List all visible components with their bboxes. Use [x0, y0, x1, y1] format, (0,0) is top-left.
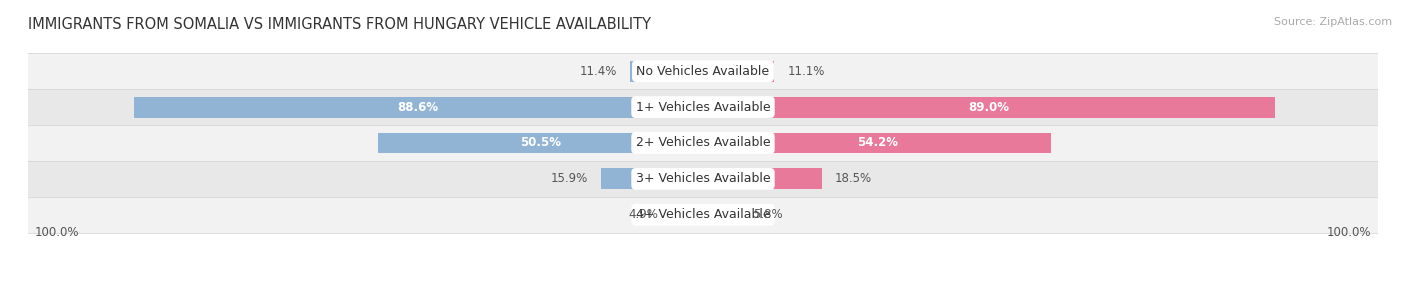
- Bar: [672, 204, 703, 225]
- Bar: [703, 97, 1275, 118]
- Bar: [134, 97, 703, 118]
- Text: 88.6%: 88.6%: [398, 101, 439, 114]
- Text: 11.1%: 11.1%: [787, 65, 824, 78]
- FancyBboxPatch shape: [15, 125, 1391, 161]
- Text: 1+ Vehicles Available: 1+ Vehicles Available: [636, 101, 770, 114]
- Text: 5.8%: 5.8%: [754, 208, 783, 221]
- Text: 50.5%: 50.5%: [520, 136, 561, 150]
- Text: 100.0%: 100.0%: [35, 225, 79, 239]
- Text: 89.0%: 89.0%: [969, 101, 1010, 114]
- FancyBboxPatch shape: [15, 89, 1391, 125]
- Bar: [630, 61, 703, 82]
- Text: 54.2%: 54.2%: [856, 136, 897, 150]
- Bar: [703, 204, 741, 225]
- Bar: [703, 168, 823, 189]
- Bar: [600, 168, 703, 189]
- Text: Source: ZipAtlas.com: Source: ZipAtlas.com: [1274, 17, 1392, 27]
- Text: 15.9%: 15.9%: [551, 172, 588, 185]
- Text: 4.9%: 4.9%: [628, 208, 658, 221]
- Text: No Vehicles Available: No Vehicles Available: [637, 65, 769, 78]
- Text: 2+ Vehicles Available: 2+ Vehicles Available: [636, 136, 770, 150]
- Text: IMMIGRANTS FROM SOMALIA VS IMMIGRANTS FROM HUNGARY VEHICLE AVAILABILITY: IMMIGRANTS FROM SOMALIA VS IMMIGRANTS FR…: [28, 17, 651, 32]
- Text: 100.0%: 100.0%: [1327, 225, 1371, 239]
- Bar: [703, 133, 1052, 153]
- Text: 4+ Vehicles Available: 4+ Vehicles Available: [636, 208, 770, 221]
- Text: 18.5%: 18.5%: [835, 172, 872, 185]
- FancyBboxPatch shape: [15, 53, 1391, 89]
- Bar: [703, 61, 775, 82]
- Text: 3+ Vehicles Available: 3+ Vehicles Available: [636, 172, 770, 185]
- FancyBboxPatch shape: [15, 197, 1391, 233]
- FancyBboxPatch shape: [15, 161, 1391, 197]
- Text: 11.4%: 11.4%: [579, 65, 617, 78]
- Bar: [378, 133, 703, 153]
